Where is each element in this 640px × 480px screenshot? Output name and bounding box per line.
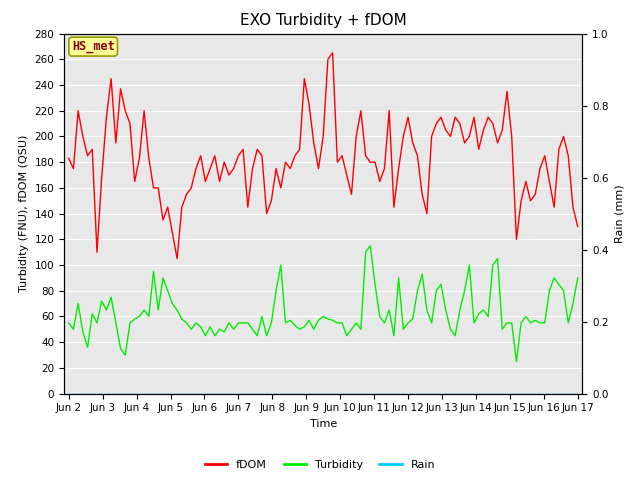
Y-axis label: Turbidity (FNU), fDOM (QSU): Turbidity (FNU), fDOM (QSU) <box>19 135 29 292</box>
Legend: fDOM, Turbidity, Rain: fDOM, Turbidity, Rain <box>200 456 440 474</box>
X-axis label: Time: Time <box>310 419 337 429</box>
Text: HS_met: HS_met <box>72 40 115 53</box>
Title: EXO Turbidity + fDOM: EXO Turbidity + fDOM <box>240 13 406 28</box>
Y-axis label: Rain (mm): Rain (mm) <box>614 184 624 243</box>
